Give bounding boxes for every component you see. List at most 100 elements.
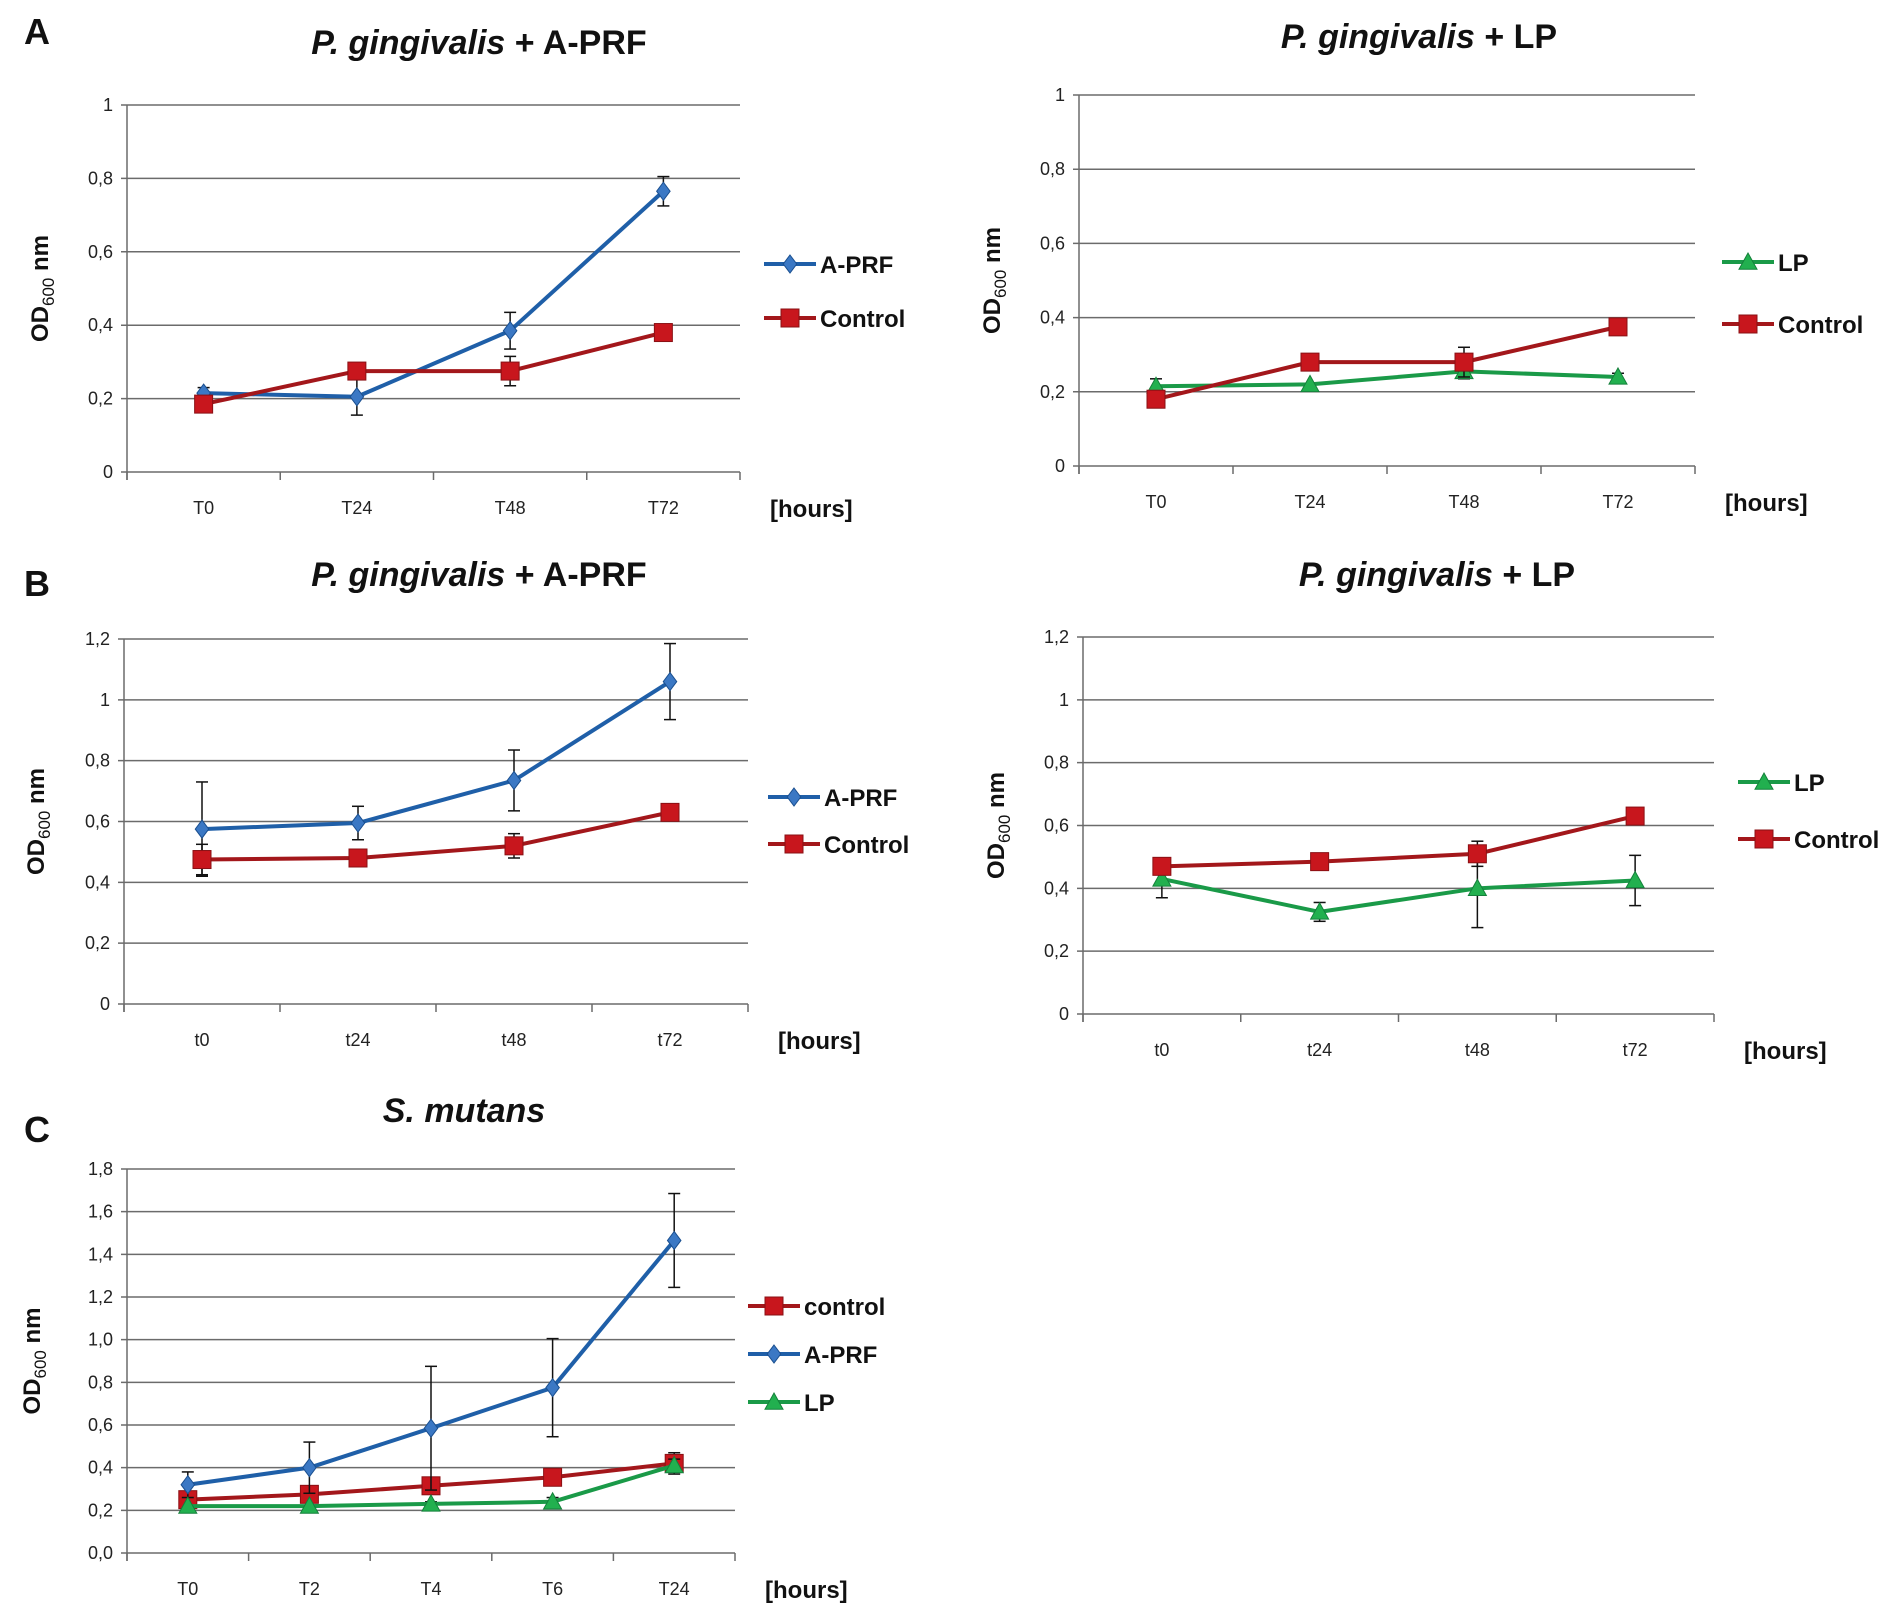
data-point bbox=[1152, 856, 1172, 876]
legend-label: LP bbox=[1794, 770, 1825, 797]
x-axis-label: [hours] bbox=[778, 1028, 861, 1055]
y-tick-label: 0 bbox=[103, 462, 113, 482]
chart-title: P. gingivalis + A-PRF bbox=[311, 556, 646, 594]
data-point bbox=[194, 394, 214, 414]
series-Control bbox=[1146, 317, 1628, 409]
y-tick-label: 1 bbox=[1059, 690, 1069, 710]
data-point bbox=[660, 802, 680, 822]
x-tick-label: t0 bbox=[1154, 1040, 1169, 1060]
legend-item: A-PRF bbox=[748, 1342, 877, 1369]
series-LP bbox=[1152, 848, 1645, 929]
data-point bbox=[350, 813, 366, 833]
chart-panel-2: B P. gingivalis + A-PRF 0 0,2 0,4 0,6 0,8 1 1,2 t… bbox=[23, 556, 909, 1055]
x-tick-label: T48 bbox=[495, 498, 526, 518]
data-point bbox=[1300, 352, 1320, 372]
y-tick-label: 0,4 bbox=[1040, 308, 1065, 328]
data-point bbox=[656, 181, 671, 202]
x-tick-label: T0 bbox=[1145, 492, 1166, 512]
x-tick-label: T4 bbox=[420, 1579, 441, 1599]
x-axis-label: [hours] bbox=[770, 496, 853, 523]
legend-label: Control bbox=[1778, 312, 1863, 339]
data-point bbox=[1608, 366, 1628, 385]
data-point bbox=[1625, 870, 1645, 889]
y-tick-label: 1,2 bbox=[88, 1287, 113, 1307]
data-point bbox=[347, 361, 367, 381]
data-point bbox=[506, 770, 522, 791]
data-point bbox=[192, 850, 212, 870]
data-point bbox=[423, 1418, 439, 1439]
y-tick-label: 1 bbox=[103, 95, 113, 115]
legend-item: LP bbox=[748, 1390, 835, 1417]
y-tick-label: 0,0 bbox=[88, 1543, 113, 1563]
legend-marker bbox=[1738, 314, 1758, 334]
legend-label: Control bbox=[824, 832, 909, 859]
legend-marker bbox=[780, 308, 800, 328]
y-tick-label: 1,2 bbox=[1044, 627, 1069, 647]
legend-marker bbox=[766, 1344, 782, 1364]
y-tick-label: 0,2 bbox=[88, 389, 113, 409]
legend-item: Control bbox=[768, 832, 909, 859]
y-tick-label: 0,6 bbox=[1044, 816, 1069, 836]
panel-letter: C bbox=[24, 1109, 50, 1150]
x-tick-label: t72 bbox=[657, 1030, 682, 1050]
legend-label: LP bbox=[804, 1390, 835, 1417]
data-point bbox=[1310, 852, 1330, 872]
y-tick-label: 0,6 bbox=[88, 1415, 113, 1435]
y-tick-label: 1,4 bbox=[88, 1244, 113, 1264]
series-Control bbox=[1152, 806, 1645, 876]
x-tick-label: T2 bbox=[299, 1579, 320, 1599]
y-tick-label: 0,6 bbox=[85, 812, 110, 832]
chart-title: P. gingivalis + LP bbox=[1281, 18, 1557, 56]
y-tick-label: 0,8 bbox=[85, 751, 110, 771]
data-point bbox=[545, 1377, 560, 1398]
data-point bbox=[1300, 374, 1320, 393]
x-axis-label: [hours] bbox=[1725, 490, 1808, 517]
legend-marker bbox=[764, 1296, 784, 1316]
x-tick-label: T6 bbox=[542, 1579, 563, 1599]
data-point bbox=[1467, 878, 1488, 897]
x-tick-label: t24 bbox=[345, 1030, 370, 1050]
y-tick-label: 0 bbox=[100, 994, 110, 1014]
y-tick-label: 1,0 bbox=[88, 1330, 113, 1350]
y-tick-label: 0,6 bbox=[1040, 233, 1065, 253]
y-tick-label: 0,2 bbox=[1040, 382, 1065, 402]
x-tick-label: T0 bbox=[177, 1579, 198, 1599]
series-line bbox=[1161, 814, 1636, 869]
data-point bbox=[348, 848, 368, 868]
x-tick-label: t48 bbox=[501, 1030, 526, 1050]
y-axis-label: OD600 nm bbox=[19, 1307, 50, 1414]
x-tick-label: T48 bbox=[1448, 492, 1479, 512]
legend-marker bbox=[1738, 251, 1758, 270]
data-point bbox=[500, 361, 520, 381]
legend-item: A-PRF bbox=[768, 785, 897, 812]
series-line bbox=[1155, 324, 1619, 402]
y-tick-label: 1,2 bbox=[85, 629, 110, 649]
data-point bbox=[653, 323, 673, 343]
legend-label: control bbox=[804, 1294, 885, 1321]
x-tick-label: T72 bbox=[1602, 492, 1633, 512]
x-tick-label: T24 bbox=[659, 1579, 690, 1599]
legend-item: A-PRF bbox=[764, 252, 893, 279]
y-tick-label: 0,4 bbox=[88, 315, 113, 335]
legend-label: Control bbox=[1794, 827, 1879, 854]
data-point bbox=[299, 1496, 320, 1514]
data-point bbox=[543, 1467, 563, 1487]
y-tick-label: 0,4 bbox=[88, 1458, 113, 1478]
y-tick-label: 0,8 bbox=[1040, 159, 1065, 179]
data-point bbox=[666, 1230, 682, 1251]
data-point bbox=[664, 1455, 685, 1474]
data-point bbox=[1309, 901, 1330, 920]
series-line bbox=[1161, 876, 1636, 914]
panel-letter: A bbox=[24, 11, 50, 52]
y-tick-label: 0,2 bbox=[88, 1500, 113, 1520]
data-point bbox=[1608, 317, 1628, 337]
data-point bbox=[302, 1457, 317, 1478]
legend-item: LP bbox=[1722, 250, 1809, 277]
x-tick-label: T0 bbox=[193, 498, 214, 518]
chart-panel-4: C S. mutans 0,0 0,2 0,4 0,6 0,8 1,0 1,2 1,4 1,6 1,8… bbox=[19, 1092, 885, 1604]
data-point bbox=[502, 320, 518, 341]
series-LP bbox=[177, 1455, 685, 1514]
y-tick-label: 1 bbox=[1055, 85, 1065, 105]
chart-panel-3: P. gingivalis + LP 0 0,2 0,4 0,6 0,8 1 1,2 t0 t24… bbox=[983, 556, 1879, 1065]
